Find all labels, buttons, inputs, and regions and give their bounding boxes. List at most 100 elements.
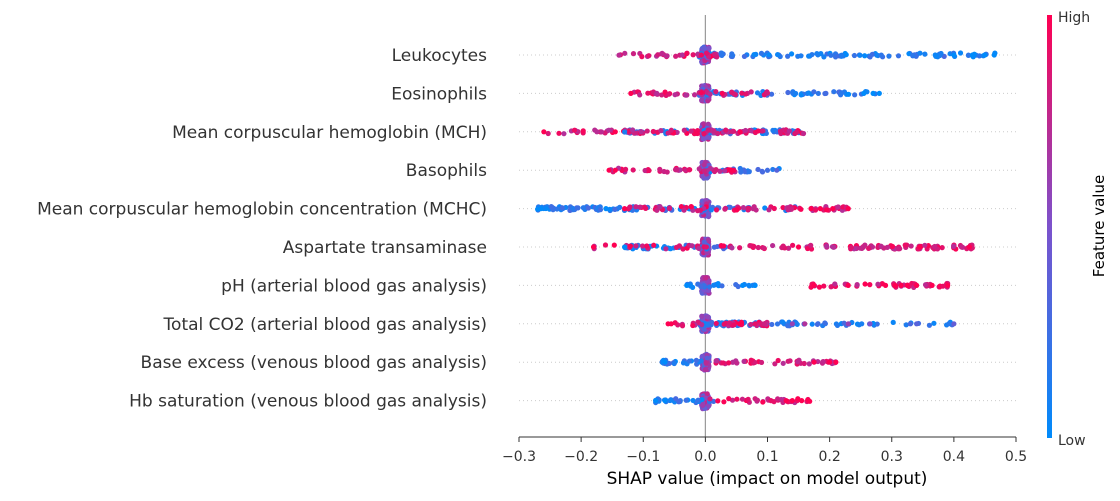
shap-point (703, 50, 710, 56)
shap-point (827, 359, 833, 365)
shap-point (684, 50, 690, 57)
shap-point (859, 321, 865, 327)
colorbar-low-label: Low (1058, 433, 1086, 449)
shap-point (639, 243, 646, 249)
shap-point (761, 321, 767, 327)
feature-label: Leukocytes (392, 46, 488, 66)
shap-point (706, 45, 712, 51)
shap-point (633, 204, 639, 210)
shap-point (789, 321, 795, 327)
feature-label: Aspartate transaminase (283, 238, 487, 258)
shap-point (783, 398, 789, 404)
x-tick-label: −0.2 (564, 449, 598, 465)
shap-point (722, 168, 728, 174)
shap-point (732, 92, 738, 98)
shap-point (663, 246, 669, 252)
feature-points-row (541, 121, 807, 143)
feature-label: Total CO2 (arterial blood gas analysis) (163, 315, 487, 335)
shap-point (958, 244, 964, 250)
shap-point (633, 243, 639, 249)
shap-point (680, 246, 686, 252)
feature-points-row (535, 198, 851, 220)
shap-point (696, 166, 702, 172)
shap-point (709, 319, 715, 325)
shap-point (556, 130, 562, 136)
shap-point (672, 320, 678, 326)
shap-point (897, 246, 903, 252)
shap-point (683, 397, 689, 403)
shap-point (768, 398, 774, 404)
shap-point (838, 52, 845, 58)
shap-point (731, 322, 737, 328)
shap-point (932, 243, 938, 250)
shap-point (755, 244, 761, 251)
shap-point (976, 53, 983, 59)
colorbar-gradient (1047, 15, 1052, 438)
shap-point (658, 128, 664, 134)
shap-point (704, 391, 710, 397)
x-tick-label: 0.3 (881, 449, 903, 465)
shap-point (696, 245, 702, 252)
shap-point (805, 398, 811, 404)
feature-points-row (659, 351, 839, 373)
shap-point (684, 282, 690, 288)
shap-point (774, 321, 781, 327)
shap-point (780, 204, 786, 211)
shap-point (820, 358, 826, 365)
shap-point (590, 244, 597, 250)
shap-point (769, 91, 775, 97)
shap-point (902, 242, 908, 248)
shap-point (612, 129, 618, 135)
shap-point (703, 359, 709, 366)
feature-label: Eosinophils (391, 84, 487, 104)
shap-point (939, 245, 945, 251)
feature-label: Mean corpuscular hemoglobin concentratio… (37, 200, 487, 220)
shap-point (769, 321, 775, 328)
shap-point (823, 207, 830, 213)
shap-point (727, 204, 733, 210)
shap-point (789, 51, 795, 57)
shap-point (606, 167, 612, 173)
shap-point (708, 207, 714, 213)
shap-point (681, 127, 687, 133)
shap-point (644, 128, 650, 134)
colorbar-title: Feature value (1090, 175, 1108, 277)
feature-rows: Leukocytes Eosinophils Mean corpuscular he… (37, 46, 1016, 412)
shap-point (734, 207, 740, 213)
shap-point (845, 206, 851, 212)
shap-point (922, 51, 928, 57)
shap-point (808, 206, 814, 212)
shap-point (681, 207, 687, 213)
shap-point (965, 52, 972, 58)
shap-point (698, 89, 705, 96)
shap-point (815, 90, 821, 97)
feature-points-row (616, 44, 998, 66)
shap-point (707, 91, 713, 97)
shap-point (644, 243, 650, 249)
shap-point (694, 130, 700, 137)
shap-point (719, 52, 725, 59)
shap-point (766, 207, 772, 213)
shap-point (737, 245, 743, 251)
shap-point (770, 242, 776, 249)
shap-point (811, 89, 817, 95)
shap-point (845, 321, 851, 327)
shap-point (951, 321, 957, 327)
shap-point (671, 360, 677, 367)
shap-point (570, 205, 576, 211)
shap-point (951, 52, 957, 58)
x-tick-label: −0.3 (502, 449, 536, 465)
shap-point (741, 53, 748, 60)
shap-point (800, 130, 807, 137)
shap-point (603, 206, 609, 212)
shap-point (822, 320, 828, 326)
feature-label: Hb saturation (venous blood gas analysis… (129, 392, 487, 412)
shap-point (657, 204, 663, 210)
shap-point (932, 52, 938, 58)
shap-point (835, 204, 841, 210)
shap-point (785, 323, 791, 329)
shap-point (785, 245, 792, 251)
shap-point (711, 168, 718, 175)
shap-point (801, 360, 807, 367)
shap-point (750, 206, 756, 212)
